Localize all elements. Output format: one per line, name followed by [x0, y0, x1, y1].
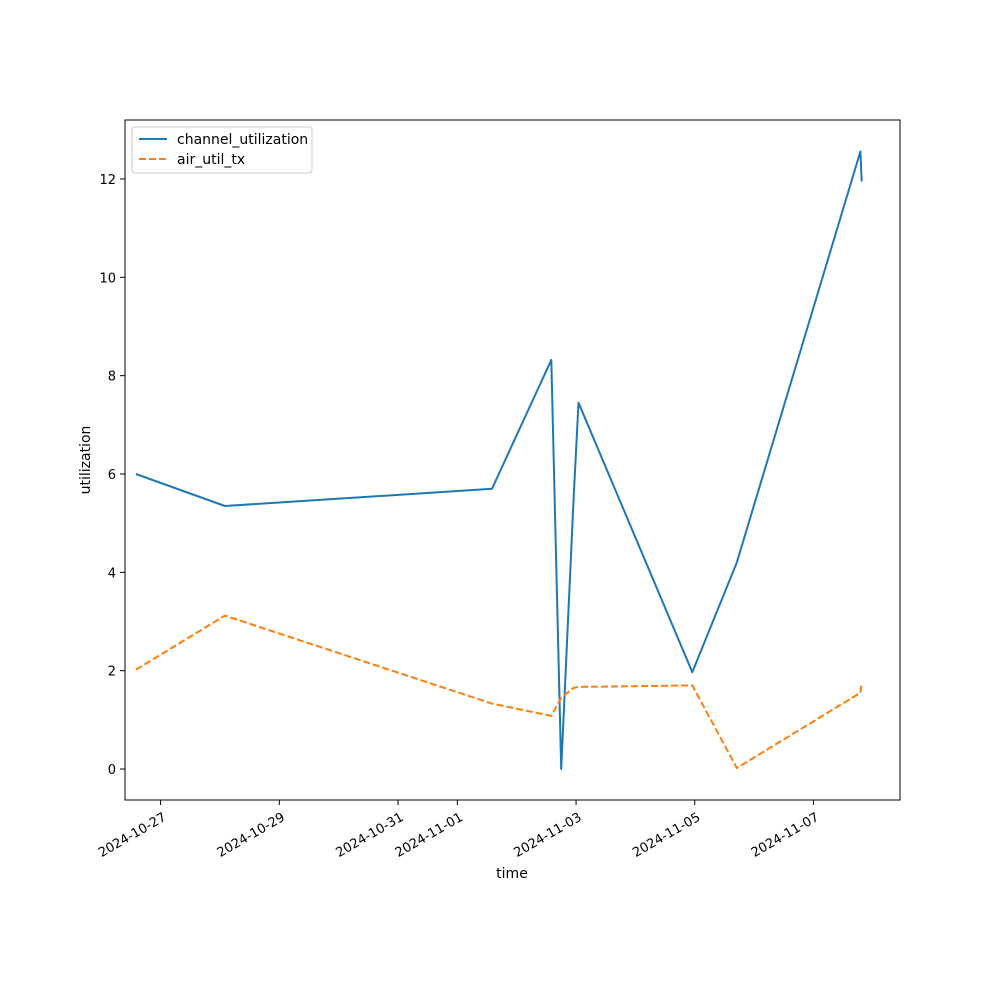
- x-tick-label: 2024-11-05: [630, 810, 703, 861]
- y-tick-label: 6: [108, 468, 116, 483]
- x-axis-label: time: [496, 866, 528, 882]
- series-line-channel-utilization: [135, 150, 863, 770]
- y-axis-label: utilization: [78, 426, 94, 495]
- axes-frame: [124, 119, 901, 801]
- x-tick-label: 2024-10-29: [215, 810, 288, 861]
- series-layer: [135, 150, 863, 770]
- x-tick-label: 2024-10-27: [96, 810, 169, 861]
- y-tick-label: 0: [108, 763, 116, 778]
- y-axis: 0 2 4 6 8 10 12: [99, 173, 125, 778]
- y-tick-label: 12: [99, 173, 116, 188]
- y-tick-label: 10: [99, 271, 116, 286]
- y-tick-label: 8: [108, 370, 116, 385]
- legend-label-channel-utilization: channel_utilization: [177, 132, 308, 148]
- y-tick-label: 4: [108, 566, 116, 581]
- x-tick-label: 2024-11-03: [512, 810, 585, 861]
- x-tick-label: 2024-11-01: [393, 810, 466, 861]
- x-axis: 2024-10-27 2024-10-29 2024-10-312024-11-01…: [96, 800, 822, 861]
- legend-label-air-util-tx: air_util_tx: [177, 152, 245, 168]
- legend: channel_utilization air_util_tx: [131, 126, 313, 174]
- series-line-air-util-tx: [135, 614, 863, 769]
- y-tick-label: 2: [108, 665, 116, 680]
- legend-box: [131, 126, 313, 174]
- x-tick-label: 2024-11-07: [749, 810, 822, 861]
